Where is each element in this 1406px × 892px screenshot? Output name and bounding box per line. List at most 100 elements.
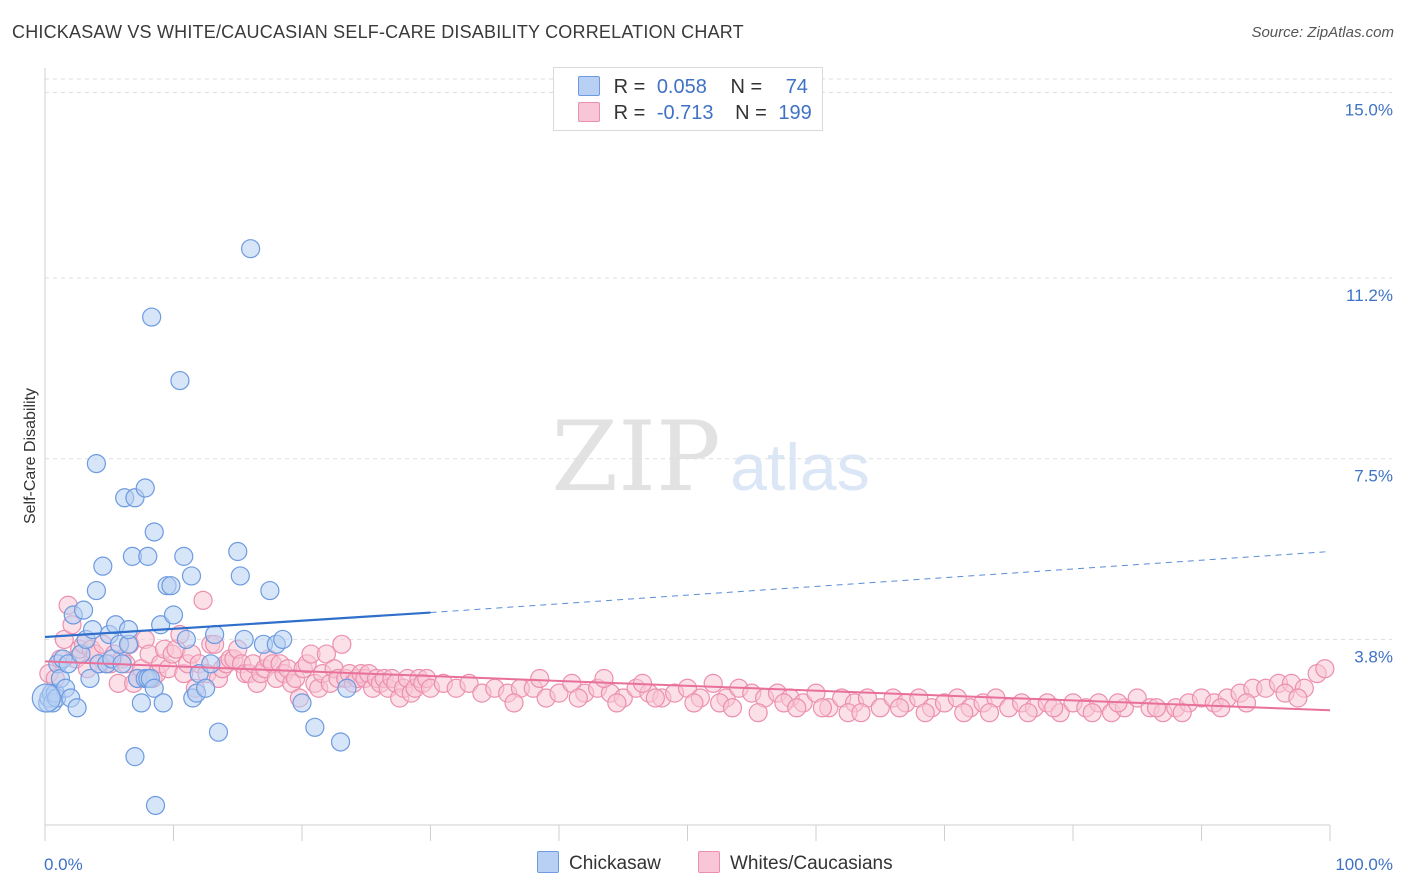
chickasaw-point (142, 307, 162, 327)
legend-swatch-blue (578, 76, 600, 96)
bottom-legend-chickasaw: Chickasaw (537, 851, 661, 875)
whites-point (1146, 698, 1167, 718)
chickasaw-point (305, 717, 325, 737)
x-tick-label: 100.0% (1335, 855, 1393, 874)
chickasaw-point (145, 795, 166, 816)
legend-swatch-pink (578, 102, 600, 122)
chickasaw-point (93, 556, 113, 576)
bottom-legend-swatch-blue (537, 851, 559, 873)
chickasaw-point (125, 747, 145, 767)
stats-legend: R = 0.058 N = 74 R = -0.713 N = 199 (553, 67, 823, 131)
legend-r-value: 0.058 (656, 76, 707, 98)
watermark-zip: ZIP (551, 401, 720, 513)
legend-n-label: N = (735, 102, 767, 124)
y-tick-label: 7.5% (1354, 467, 1393, 486)
chickasaw-point (273, 629, 293, 650)
whites-point (530, 668, 550, 689)
y-tick-label: 3.8% (1354, 647, 1393, 666)
chickasaw-point (73, 600, 94, 620)
chickasaw-point (163, 605, 184, 625)
whites-point (851, 703, 871, 723)
bottom-legend-label: Whites/Caucasians (730, 853, 893, 874)
chickasaw-point (131, 693, 151, 713)
whites-point (979, 703, 1000, 723)
whites-point (684, 693, 704, 713)
chickasaw-point (135, 478, 155, 498)
chickasaw-point (208, 722, 229, 742)
chickasaw-point (181, 566, 202, 586)
bottom-legend-swatch-pink (698, 851, 720, 873)
whites-point (1315, 659, 1335, 679)
x-tick-label: 0.0% (44, 855, 83, 874)
chickasaw-trend-extension (430, 551, 1331, 614)
y-axis-label: Self-Care Disability (22, 388, 39, 524)
chickasaw-point (80, 668, 100, 689)
chickasaw-point (176, 629, 196, 650)
chickasaw-point (234, 629, 254, 650)
chickasaw-point (170, 370, 190, 391)
chickasaw-point (144, 678, 164, 698)
whites-point (1288, 688, 1308, 708)
legend-r-label: R = (613, 102, 646, 124)
chickasaw-point (230, 566, 250, 586)
chart-title: CHICKASAW VS WHITE/CAUCASIAN SELF-CARE D… (12, 22, 744, 42)
whites-point (787, 698, 807, 718)
whites-point (459, 673, 479, 693)
whites-point (607, 693, 627, 713)
chickasaw-point (86, 453, 107, 474)
whites-point (1172, 703, 1192, 723)
chickasaw-point (58, 654, 78, 674)
chickasaw-point (196, 678, 216, 698)
y-tick-label: 15.0% (1345, 100, 1393, 119)
whites-point (1018, 703, 1038, 723)
chickasaw-point (201, 654, 221, 674)
chickasaw-point (138, 546, 158, 566)
chickasaw-point (161, 576, 181, 596)
whites-point (954, 703, 974, 723)
whites-point (1044, 698, 1064, 718)
chickasaw-point (144, 522, 164, 542)
bottom-legend-whites: Whites/Caucasians (698, 851, 893, 875)
whites-point (549, 683, 569, 703)
whites-point (722, 698, 743, 718)
chickasaw-point (82, 620, 103, 640)
whites-point (645, 688, 665, 708)
legend-n-value: 199 (778, 102, 812, 124)
source-label: Source: ZipAtlas.com (1251, 24, 1394, 41)
chickasaw-point (67, 698, 87, 718)
chickasaw-point (241, 239, 261, 259)
whites-point (193, 590, 213, 610)
chickasaw-point (260, 580, 280, 601)
whites-point (1211, 698, 1231, 718)
whites-trend-line (44, 660, 1331, 712)
bottom-legend-label: Chickasaw (569, 853, 661, 874)
whites-point (332, 634, 352, 654)
chickasaw-point (118, 620, 139, 640)
y-tick-label: 11.2% (1346, 286, 1393, 305)
whites-point (1236, 693, 1257, 713)
chickasaw-point (31, 683, 61, 713)
whites-point (889, 698, 910, 718)
whites-point (1082, 703, 1102, 723)
whites-point (703, 673, 723, 693)
whites-point (915, 703, 935, 723)
chickasaw-point (205, 624, 225, 645)
watermark-atlas: atlas (730, 430, 869, 504)
whites-point (748, 703, 768, 723)
whites-point (568, 688, 588, 708)
chickasaw-point (292, 693, 312, 713)
chickasaw-point (337, 678, 357, 698)
whites-point (870, 698, 890, 718)
whites-point (812, 698, 833, 718)
legend-n-value: 74 (785, 76, 808, 98)
legend-r-value: -0.713 (656, 102, 714, 124)
whites-point (594, 668, 614, 689)
chickasaw-point (330, 732, 351, 752)
chickasaw-point (153, 693, 173, 713)
legend-r-label: R = (613, 76, 646, 98)
legend-n-label: N = (730, 76, 763, 98)
chickasaw-point (174, 546, 194, 566)
legend-row-whites: R = -0.713 N = 199 (578, 102, 812, 126)
legend-row-chickasaw: R = 0.058 N = 74 (578, 76, 808, 100)
